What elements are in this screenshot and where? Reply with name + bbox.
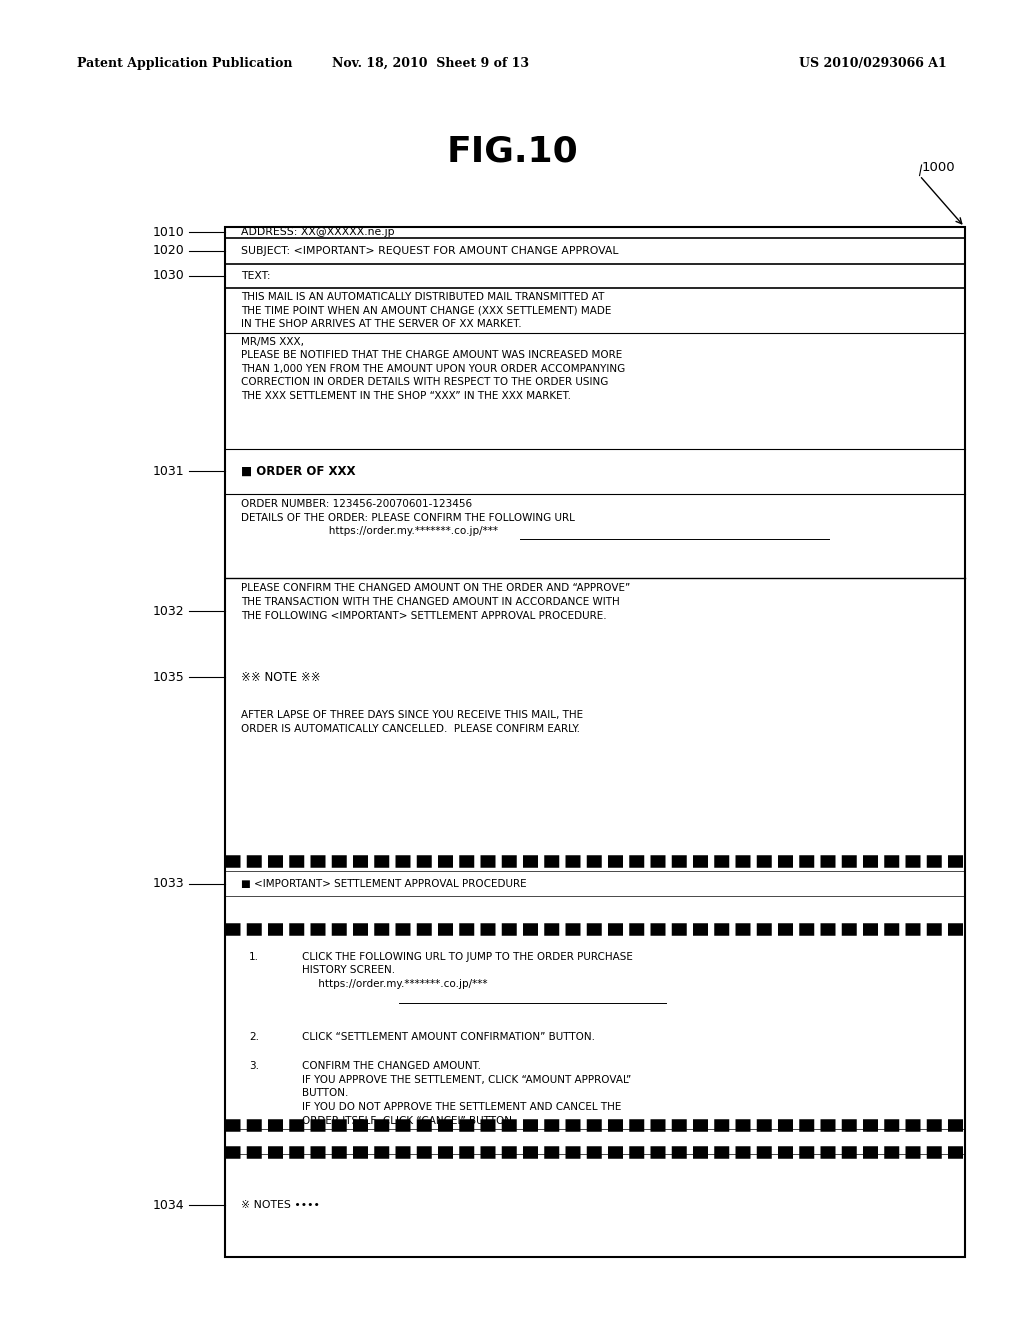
Text: Patent Application Publication: Patent Application Publication bbox=[77, 57, 292, 70]
Text: 2.: 2. bbox=[249, 1032, 259, 1043]
Text: US 2010/0293066 A1: US 2010/0293066 A1 bbox=[800, 57, 947, 70]
Text: CONFIRM THE CHANGED AMOUNT.
IF YOU APPROVE THE SETTLEMENT, CLICK “AMOUNT APPROVA: CONFIRM THE CHANGED AMOUNT. IF YOU APPRO… bbox=[302, 1061, 632, 1126]
Text: TEXT:: TEXT: bbox=[241, 271, 270, 281]
Text: AFTER LAPSE OF THREE DAYS SINCE YOU RECEIVE THIS MAIL, THE
ORDER IS AUTOMATICALL: AFTER LAPSE OF THREE DAYS SINCE YOU RECE… bbox=[241, 710, 583, 734]
Text: 3.: 3. bbox=[249, 1061, 259, 1072]
Text: 1020: 1020 bbox=[153, 244, 184, 257]
Bar bbox=[225, 227, 965, 1257]
Text: FIG.10: FIG.10 bbox=[446, 135, 578, 169]
Text: 1030: 1030 bbox=[153, 269, 184, 282]
Text: CLICK THE FOLLOWING URL TO JUMP TO THE ORDER PURCHASE
HISTORY SCREEN.
     https: CLICK THE FOLLOWING URL TO JUMP TO THE O… bbox=[302, 952, 633, 989]
Text: ■ ORDER OF XXX: ■ ORDER OF XXX bbox=[241, 465, 355, 478]
Text: 1010: 1010 bbox=[153, 226, 184, 239]
Text: SUBJECT: <IMPORTANT> REQUEST FOR AMOUNT CHANGE APPROVAL: SUBJECT: <IMPORTANT> REQUEST FOR AMOUNT … bbox=[241, 246, 618, 256]
Text: 1000: 1000 bbox=[922, 161, 955, 174]
Text: 1033: 1033 bbox=[153, 878, 184, 890]
Text: ORDER NUMBER: 123456-20070601-123456
DETAILS OF THE ORDER: PLEASE CONFIRM THE FO: ORDER NUMBER: 123456-20070601-123456 DET… bbox=[241, 499, 574, 536]
Text: ■ <IMPORTANT> SETTLEMENT APPROVAL PROCEDURE: ■ <IMPORTANT> SETTLEMENT APPROVAL PROCED… bbox=[241, 879, 526, 888]
Text: 1.: 1. bbox=[249, 952, 259, 962]
Text: MR/MS XXX,
PLEASE BE NOTIFIED THAT THE CHARGE AMOUNT WAS INCREASED MORE
THAN 1,0: MR/MS XXX, PLEASE BE NOTIFIED THAT THE C… bbox=[241, 337, 625, 401]
Text: 1035: 1035 bbox=[153, 671, 184, 684]
Text: ※ NOTES ••••: ※ NOTES •••• bbox=[241, 1200, 319, 1210]
Text: THIS MAIL IS AN AUTOMATICALLY DISTRIBUTED MAIL TRANSMITTED AT
THE TIME POINT WHE: THIS MAIL IS AN AUTOMATICALLY DISTRIBUTE… bbox=[241, 292, 611, 329]
Text: 1031: 1031 bbox=[153, 465, 184, 478]
Text: ※※ NOTE ※※: ※※ NOTE ※※ bbox=[241, 671, 321, 684]
Text: PLEASE CONFIRM THE CHANGED AMOUNT ON THE ORDER AND “APPROVE”
THE TRANSACTION WIT: PLEASE CONFIRM THE CHANGED AMOUNT ON THE… bbox=[241, 583, 630, 620]
Text: CLICK “SETTLEMENT AMOUNT CONFIRMATION” BUTTON.: CLICK “SETTLEMENT AMOUNT CONFIRMATION” B… bbox=[302, 1032, 595, 1043]
Text: 1034: 1034 bbox=[153, 1199, 184, 1212]
Text: ADDRESS: XX@XXXXX.ne.jp: ADDRESS: XX@XXXXX.ne.jp bbox=[241, 227, 394, 238]
Text: 1032: 1032 bbox=[153, 605, 184, 618]
Text: Nov. 18, 2010  Sheet 9 of 13: Nov. 18, 2010 Sheet 9 of 13 bbox=[332, 57, 528, 70]
